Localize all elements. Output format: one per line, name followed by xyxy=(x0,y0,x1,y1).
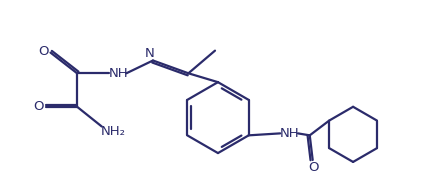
Text: NH: NH xyxy=(280,127,299,140)
Text: O: O xyxy=(34,100,44,113)
Text: O: O xyxy=(308,161,318,174)
Text: N: N xyxy=(145,47,154,60)
Text: O: O xyxy=(38,45,49,58)
Text: NH₂: NH₂ xyxy=(101,125,126,138)
Text: NH: NH xyxy=(108,67,128,80)
